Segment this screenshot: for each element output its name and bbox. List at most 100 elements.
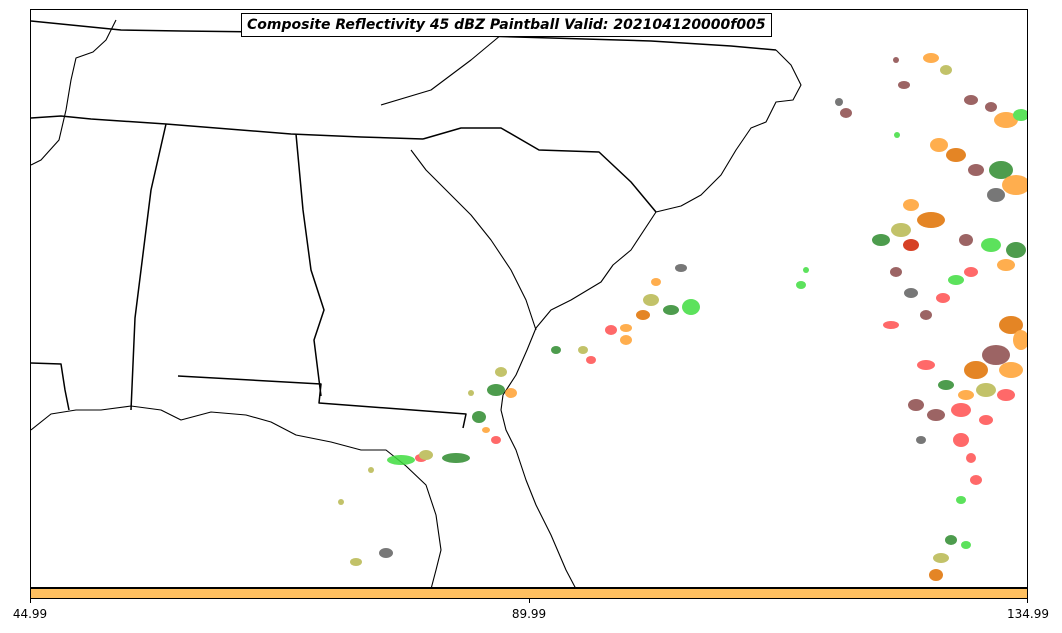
paintball-blob xyxy=(930,138,948,152)
paintball-blob xyxy=(894,132,900,138)
paintball-blob xyxy=(840,108,852,118)
paintball-blob xyxy=(835,98,843,106)
paintball-blob xyxy=(586,356,596,364)
paintball-blob xyxy=(999,362,1023,378)
boundary-fl-panhandle xyxy=(177,375,467,429)
paintball-blob xyxy=(920,310,932,320)
paintball-blob xyxy=(872,234,890,246)
paintball-blob xyxy=(968,164,984,176)
paintball-blob xyxy=(953,433,969,447)
paintball-blob xyxy=(985,102,997,112)
paintball-blob xyxy=(961,541,971,549)
boundary-north-2 xyxy=(31,115,424,140)
paintball-blob xyxy=(491,436,501,444)
colorbar xyxy=(30,588,1028,599)
coast-gulf xyxy=(31,405,442,587)
paintball-blob xyxy=(419,450,433,460)
paintball-blob xyxy=(482,427,490,433)
paintball-blob xyxy=(994,112,1018,128)
paintball-blob xyxy=(505,388,517,398)
paintball-blob xyxy=(966,453,976,463)
paintball-blob xyxy=(933,553,949,563)
paintball-blob xyxy=(803,267,809,273)
paintball-blob xyxy=(468,390,474,396)
paintball-blob xyxy=(936,293,950,303)
map-frame xyxy=(30,9,1028,588)
paintball-blob xyxy=(620,335,632,345)
paintball-blob xyxy=(964,361,988,379)
paintball-blob xyxy=(605,325,617,335)
colorbar-tick-right xyxy=(1027,599,1028,603)
paintball-blob xyxy=(903,239,919,251)
paintball-blob xyxy=(883,321,899,329)
paintball-blob xyxy=(989,161,1013,179)
paintball-blob xyxy=(636,310,650,320)
paintball-blob xyxy=(1006,242,1026,258)
paintball-blob xyxy=(997,259,1015,271)
paintball-blob xyxy=(487,384,505,396)
paintball-blob xyxy=(1013,330,1027,350)
paintball-blob xyxy=(979,415,993,425)
reflectivity-paintballs xyxy=(338,53,1027,581)
paintball-blob xyxy=(893,57,899,63)
paintball-blob xyxy=(1002,175,1027,195)
paintball-blob xyxy=(379,548,393,558)
paintball-blob xyxy=(651,278,661,286)
paintball-blob xyxy=(891,223,911,237)
paintball-blob xyxy=(940,65,952,75)
boundary-ms-la xyxy=(31,362,70,411)
paintball-blob xyxy=(956,496,966,504)
paintball-blob xyxy=(796,281,806,289)
boundary-al-ga xyxy=(295,133,325,397)
paintball-blob xyxy=(578,346,588,354)
paintball-blob xyxy=(964,267,978,277)
coast-va-river xyxy=(380,34,502,106)
coast-nc xyxy=(655,49,802,213)
paintball-blob xyxy=(938,380,954,390)
paintball-blob xyxy=(999,316,1023,334)
colorbar-tick-label-middle: 89.99 xyxy=(511,607,547,621)
paintball-blob xyxy=(945,535,957,545)
paintball-blob xyxy=(620,324,632,332)
coast-fl-east xyxy=(500,394,576,587)
paintball-blob xyxy=(387,455,415,465)
paintball-blob xyxy=(551,346,561,354)
paintball-blob xyxy=(675,264,687,272)
paintball-blob xyxy=(987,188,1005,202)
colorbar-tick-left xyxy=(30,599,31,603)
paintball-blob xyxy=(976,383,996,397)
coastlines xyxy=(31,19,802,587)
paintball-blob xyxy=(929,569,943,581)
paintball-blob xyxy=(898,81,910,89)
paintball-blob xyxy=(890,267,902,277)
coast-sc-ga xyxy=(502,211,657,396)
paintball-blob xyxy=(338,499,344,505)
paintball-blob xyxy=(916,436,926,444)
paintball-blob xyxy=(368,467,374,473)
colorbar-tick-middle xyxy=(529,599,530,603)
paintball-blob xyxy=(951,403,971,417)
paintball-blob xyxy=(959,234,973,246)
paintball-blob xyxy=(946,148,966,162)
colorbar-tick-label-left: 44.99 xyxy=(12,607,48,621)
paintball-blob xyxy=(948,275,964,285)
paintball-blob xyxy=(981,238,1001,252)
boundary-nc-sc xyxy=(422,127,657,213)
paintball-blob xyxy=(442,453,470,463)
map-canvas xyxy=(31,19,1027,587)
paintball-blob xyxy=(350,558,362,566)
paintball-blob xyxy=(908,399,924,411)
paintball-blob xyxy=(917,212,945,228)
paintball-blob xyxy=(682,299,700,315)
paintball-blob xyxy=(923,53,939,63)
paintball-blob xyxy=(1013,109,1027,121)
paintball-blob xyxy=(964,95,978,105)
coast-sc-river xyxy=(410,149,537,331)
paintball-blob xyxy=(927,409,945,421)
colorbar-tick-label-right: 134.99 xyxy=(1007,607,1049,621)
paintball-blob xyxy=(472,411,486,423)
paintball-blob xyxy=(997,389,1015,401)
coast-chesapeake xyxy=(31,19,117,166)
paintball-blob xyxy=(495,367,507,377)
paintball-blob xyxy=(982,345,1010,365)
